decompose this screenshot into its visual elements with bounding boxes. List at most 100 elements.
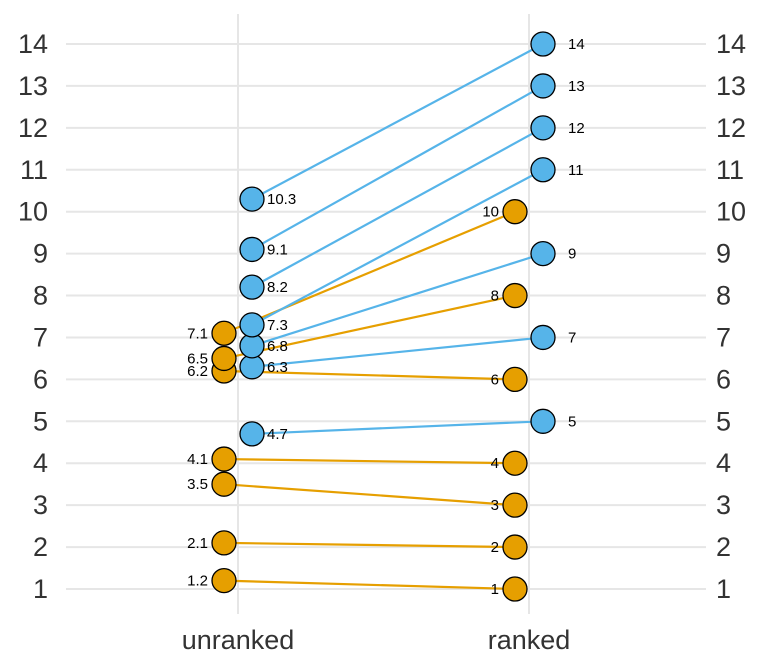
y-tick-right-6: 6 bbox=[716, 364, 731, 394]
connector-blue-5 bbox=[251, 84, 544, 251]
y-tick-left-13: 13 bbox=[18, 71, 48, 101]
y-tick-left-2: 2 bbox=[33, 532, 48, 562]
label-unranked-orange-1: 2.1 bbox=[187, 535, 208, 552]
point-ranked-blue-0 bbox=[530, 408, 556, 434]
label-unranked-orange-2: 3.5 bbox=[187, 476, 208, 493]
y-tick-right-9: 9 bbox=[716, 239, 731, 269]
y-tick-right-4: 4 bbox=[716, 448, 731, 478]
label-unranked-blue-3: 7.3 bbox=[267, 317, 288, 334]
point-unranked-orange-0 bbox=[211, 567, 237, 594]
point-ranked-blue-5 bbox=[530, 73, 556, 99]
label-unranked-orange-4: 6.2 bbox=[187, 363, 208, 380]
y-tick-left-3: 3 bbox=[33, 490, 48, 520]
y-tick-right-3: 3 bbox=[716, 490, 731, 520]
connector-orange-6 bbox=[223, 210, 516, 335]
label-ranked-orange-6: 10 bbox=[482, 204, 499, 221]
label-ranked-blue-5: 13 bbox=[568, 78, 585, 95]
connector-orange-4 bbox=[223, 369, 516, 381]
connector-blue-3 bbox=[251, 168, 544, 326]
label-ranked-orange-1: 2 bbox=[491, 539, 499, 556]
point-ranked-orange-4 bbox=[502, 366, 528, 393]
point-ranked-blue-3 bbox=[530, 157, 556, 183]
y-tick-left-14: 14 bbox=[18, 29, 48, 59]
point-ranked-orange-0 bbox=[502, 576, 528, 602]
label-unranked-blue-1: 6.3 bbox=[267, 359, 288, 376]
label-ranked-blue-1: 7 bbox=[568, 329, 576, 346]
label-ranked-blue-2: 9 bbox=[568, 246, 576, 263]
label-ranked-orange-5: 8 bbox=[491, 288, 499, 305]
x-category-unranked: unranked bbox=[182, 625, 295, 655]
y-tick-left-4: 4 bbox=[33, 448, 48, 478]
y-tick-right-12: 12 bbox=[716, 113, 746, 143]
y-tick-right-5: 5 bbox=[716, 406, 731, 436]
label-ranked-blue-6: 14 bbox=[568, 36, 585, 53]
y-tick-right-14: 14 bbox=[716, 29, 746, 59]
point-unranked-orange-1 bbox=[211, 530, 237, 556]
y-tick-right-11: 11 bbox=[716, 155, 744, 185]
y-tick-left-8: 8 bbox=[33, 281, 48, 311]
connector-blue-6 bbox=[251, 43, 544, 201]
point-unranked-blue-4 bbox=[239, 274, 265, 300]
label-unranked-orange-6: 7.1 bbox=[187, 325, 208, 342]
label-ranked-orange-0: 1 bbox=[491, 581, 499, 598]
y-tick-left-7: 7 bbox=[33, 322, 48, 352]
connector-layer bbox=[223, 43, 544, 591]
connector-blue-1 bbox=[251, 336, 544, 368]
point-ranked-blue-1 bbox=[530, 324, 556, 351]
label-unranked-blue-2: 6.8 bbox=[267, 338, 288, 355]
y-tick-right-7: 7 bbox=[716, 322, 731, 352]
label-unranked-blue-6: 10.3 bbox=[267, 191, 296, 208]
point-ranked-orange-1 bbox=[502, 534, 528, 560]
point-unranked-blue-3 bbox=[239, 312, 265, 338]
point-ranked-blue-2 bbox=[530, 240, 556, 267]
point-ranked-blue-6 bbox=[530, 31, 556, 57]
y-tick-left-11: 11 bbox=[20, 155, 48, 185]
y-tick-right-2: 2 bbox=[716, 532, 731, 562]
label-unranked-blue-4: 8.2 bbox=[267, 279, 288, 296]
label-ranked-blue-0: 5 bbox=[568, 413, 576, 430]
y-tick-left-12: 12 bbox=[18, 113, 48, 143]
point-unranked-orange-3 bbox=[211, 446, 237, 472]
y-tick-right-10: 10 bbox=[716, 197, 746, 227]
connector-blue-2 bbox=[251, 252, 544, 347]
point-unranked-orange-6 bbox=[211, 320, 237, 346]
label-ranked-blue-3: 11 bbox=[568, 162, 584, 179]
point-unranked-blue-0 bbox=[239, 421, 265, 447]
label-ranked-orange-2: 3 bbox=[491, 497, 499, 514]
label-ranked-orange-3: 4 bbox=[491, 455, 499, 472]
label-unranked-blue-0: 4.7 bbox=[267, 426, 288, 443]
y-tick-left-10: 10 bbox=[18, 197, 48, 227]
label-ranked-orange-4: 6 bbox=[491, 371, 499, 388]
grid-layer bbox=[66, 14, 706, 614]
label-ranked-blue-4: 12 bbox=[568, 120, 585, 137]
point-unranked-orange-5 bbox=[211, 345, 237, 372]
point-ranked-orange-5 bbox=[502, 282, 528, 309]
point-unranked-blue-6 bbox=[239, 186, 265, 212]
label-unranked-blue-5: 9.1 bbox=[267, 241, 288, 258]
point-ranked-orange-6 bbox=[502, 199, 528, 225]
connector-orange-2 bbox=[223, 483, 516, 507]
point-ranked-blue-4 bbox=[530, 115, 556, 141]
connector-blue-0 bbox=[251, 420, 544, 435]
connector-orange-5 bbox=[223, 294, 516, 360]
y-tick-right-13: 13 bbox=[716, 71, 746, 101]
label-unranked-orange-0: 1.2 bbox=[187, 573, 208, 590]
point-ranked-orange-2 bbox=[502, 492, 528, 518]
connector-blue-4 bbox=[251, 126, 544, 289]
connector-orange-0 bbox=[223, 579, 516, 591]
y-tick-left-1: 1 bbox=[33, 574, 48, 604]
point-ranked-orange-3 bbox=[502, 450, 528, 476]
label-unranked-orange-3: 4.1 bbox=[187, 451, 208, 468]
y-tick-left-6: 6 bbox=[33, 364, 48, 394]
connector-orange-3 bbox=[223, 457, 516, 465]
x-category-ranked: ranked bbox=[488, 625, 571, 655]
label-unranked-orange-5: 6.5 bbox=[187, 350, 208, 367]
y-tick-left-9: 9 bbox=[33, 239, 48, 269]
y-tick-right-8: 8 bbox=[716, 281, 731, 311]
connector-orange-1 bbox=[223, 541, 516, 549]
y-tick-left-5: 5 bbox=[33, 406, 48, 436]
y-tick-right-1: 1 bbox=[716, 574, 731, 604]
point-unranked-blue-5 bbox=[239, 236, 265, 263]
